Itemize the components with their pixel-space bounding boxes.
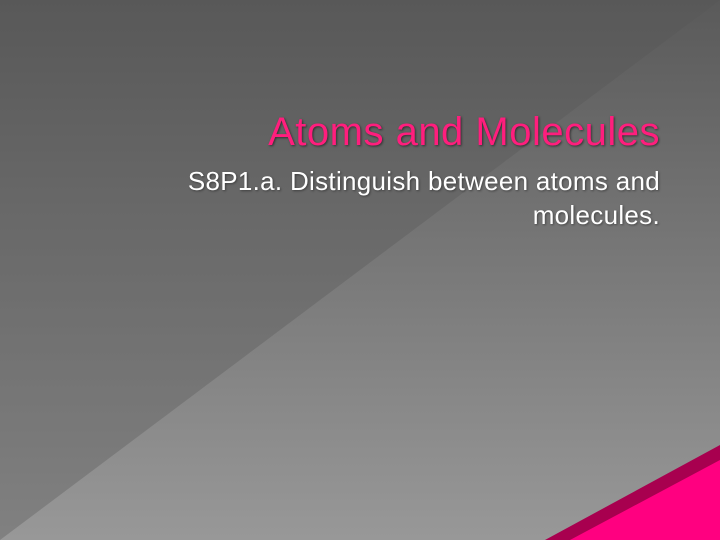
slide-subtitle: S8P1.a. Distinguish between atoms and mo… <box>90 165 660 233</box>
slide-title: Atoms and Molecules <box>90 110 660 155</box>
corner-accent-bright <box>570 460 720 540</box>
slide-container: Atoms and Molecules S8P1.a. Distinguish … <box>0 0 720 540</box>
content-area: Atoms and Molecules S8P1.a. Distinguish … <box>90 110 660 233</box>
